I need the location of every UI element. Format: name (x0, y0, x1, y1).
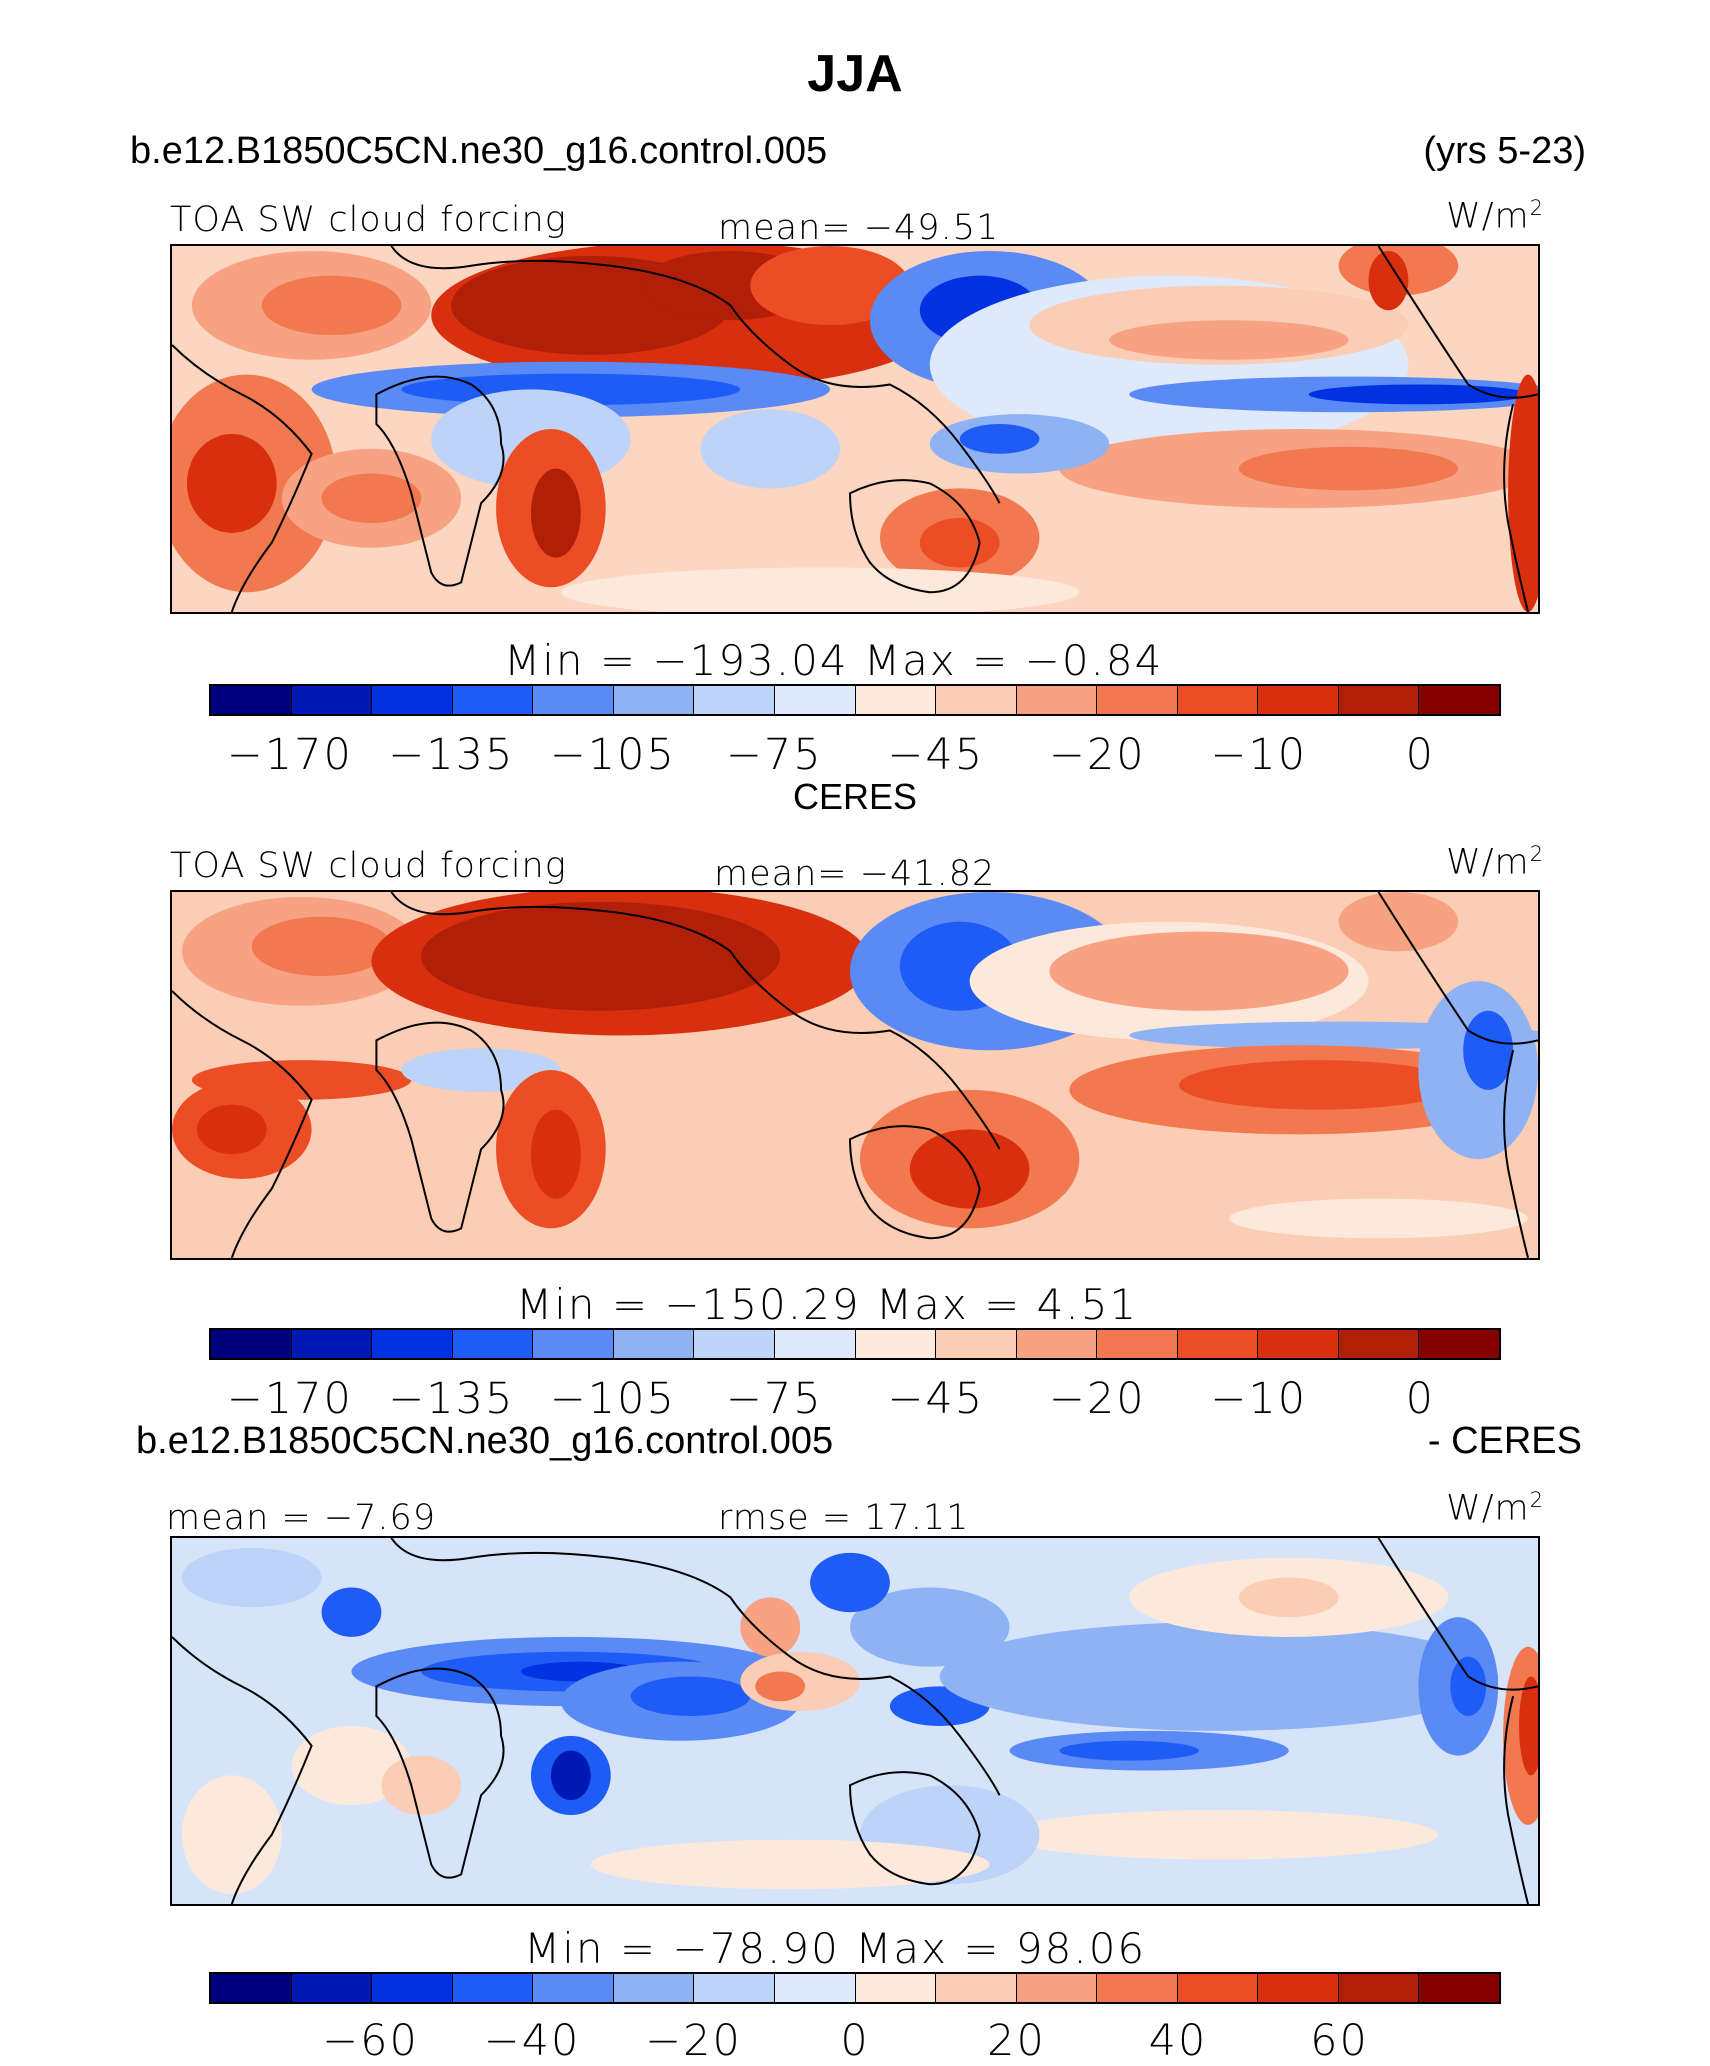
colorbar-bin (613, 686, 695, 714)
panel1-colorbar (209, 684, 1501, 716)
colorbar-bin (1258, 1974, 1339, 2002)
panel1-right-title: (yrs 5-23) (1423, 130, 1586, 172)
colorbar-tick-label: 0 (1405, 730, 1435, 780)
colorbar-bin (1419, 1330, 1499, 1358)
colorbar-bin (936, 1330, 1017, 1358)
panel2-variable: TOA SW cloud forcing (170, 846, 567, 886)
colorbar-bin (1097, 1330, 1178, 1358)
colorbar-tick-label: 0 (1405, 1374, 1435, 1424)
colorbar-tick-label: 40 (1148, 2016, 1208, 2066)
colorbar-bin (291, 686, 373, 714)
colorbar-tick-label: −135 (388, 1374, 515, 1424)
colorbar-tick-label: −105 (549, 730, 676, 780)
colorbar-tick-label: 0 (840, 2016, 870, 2066)
colorbar-bin (1016, 1330, 1098, 1358)
colorbar-bin (1338, 1974, 1420, 2002)
colorbar-bin (694, 1974, 775, 2002)
colorbar-bin (211, 1974, 292, 2002)
panel3-contour-field (172, 1538, 1538, 1904)
colorbar-tick-label: −10 (1210, 730, 1308, 780)
colorbar-bin (1338, 686, 1420, 714)
colorbar-bin (1016, 686, 1098, 714)
colorbar-bin (291, 1974, 373, 2002)
panel3-minmax: Min = −78.90 Max = 98.06 (524, 1924, 1147, 1973)
colorbar-bin (372, 1974, 453, 2002)
colorbar-tick-label: −40 (483, 2016, 581, 2066)
colorbar-bin (855, 1330, 937, 1358)
colorbar-bin (936, 686, 1017, 714)
panel1-contour-field (172, 246, 1538, 612)
panel3-rmse: rmse = 17.11 (718, 1498, 970, 1538)
colorbar-tick-label: −10 (1210, 1374, 1308, 1424)
colorbar-tick-label: −45 (887, 1374, 985, 1424)
colorbar-bin (1097, 1974, 1178, 2002)
colorbar-bin (533, 686, 614, 714)
colorbar-bin (1419, 1974, 1499, 2002)
panel2-colorbar (209, 1328, 1501, 1360)
colorbar-bin (774, 686, 856, 714)
colorbar-bin (1419, 686, 1499, 714)
panel2-map (170, 890, 1540, 1260)
colorbar-bin (613, 1330, 695, 1358)
colorbar-tick-label: −45 (887, 730, 985, 780)
colorbar-bin (1016, 1974, 1098, 2002)
panel2-units: W/m2 (1446, 842, 1544, 883)
colorbar-bin (774, 1974, 856, 2002)
panel2-title: CERES (792, 776, 918, 817)
colorbar-bin (533, 1330, 614, 1358)
panel1-minmax: Min = −193.04 Max = −0.84 (504, 636, 1164, 685)
colorbar-tick-label: 60 (1310, 2016, 1369, 2066)
panel1-map (170, 244, 1540, 614)
colorbar-bin (372, 686, 453, 714)
colorbar-tick-label: 20 (987, 2016, 1046, 2066)
panel2-mean: mean= −41.82 (714, 854, 996, 894)
colorbar-bin (452, 1974, 534, 2002)
colorbar-bin (533, 1974, 614, 2002)
panel1-variable: TOA SW cloud forcing (170, 200, 567, 240)
panel3-left-title: b.e12.B1850C5CN.ne30_g16.control.005 (136, 1420, 834, 1462)
colorbar-bin (291, 1330, 373, 1358)
panel3-right-title: - CERES (1427, 1420, 1582, 1462)
colorbar-bin (613, 1974, 695, 2002)
panel3-units: W/m2 (1446, 1488, 1544, 1529)
colorbar-bin (452, 1330, 534, 1358)
colorbar-tick-label: −20 (645, 2016, 742, 2066)
colorbar-tick-label: −105 (549, 1374, 676, 1424)
colorbar-bin (1177, 1974, 1259, 2002)
colorbar-bin (1258, 686, 1339, 714)
colorbar-bin (855, 686, 937, 714)
colorbar-tick-label: −135 (388, 730, 515, 780)
colorbar-tick-label: −60 (322, 2016, 419, 2066)
colorbar-bin (855, 1974, 937, 2002)
colorbar-bin (1177, 686, 1259, 714)
colorbar-bin (1177, 1330, 1259, 1358)
colorbar-bin (211, 686, 292, 714)
panel3-colorbar (209, 1972, 1501, 2004)
panel2-contour-field (172, 892, 1538, 1258)
colorbar-tick-label: −170 (226, 730, 353, 780)
colorbar-bin (936, 1974, 1017, 2002)
colorbar-bin (1258, 1330, 1339, 1358)
colorbar-tick-label: −20 (1048, 730, 1146, 780)
colorbar-bin (452, 686, 534, 714)
colorbar-bin (694, 1330, 775, 1358)
colorbar-tick-label: −20 (1048, 1374, 1146, 1424)
colorbar-bin (694, 686, 775, 714)
panel2-minmax: Min = −150.29 Max = 4.51 (516, 1280, 1139, 1329)
colorbar-bin (372, 1330, 453, 1358)
panel1-units: W/m2 (1446, 196, 1544, 237)
colorbar-bin (1097, 686, 1178, 714)
colorbar-bin (774, 1330, 856, 1358)
colorbar-tick-label: −75 (725, 1374, 823, 1424)
panel3-mean: mean = −7.69 (166, 1498, 437, 1538)
colorbar-bin (211, 1330, 292, 1358)
colorbar-bin (1338, 1330, 1420, 1358)
panel1-left-title: b.e12.B1850C5CN.ne30_g16.control.005 (130, 130, 828, 172)
colorbar-tick-label: −75 (725, 730, 823, 780)
panel3-map (170, 1536, 1540, 1906)
colorbar-tick-label: −170 (226, 1374, 353, 1424)
figure-title: JJA (807, 45, 903, 103)
panel1-mean: mean= −49.51 (718, 208, 1000, 248)
